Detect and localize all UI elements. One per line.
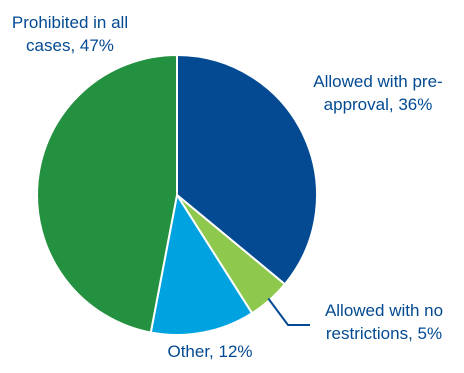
pie-slice-allowed-with-pre-approval <box>176 54 318 286</box>
slice-label-line: restrictions, 5% <box>326 324 442 343</box>
slice-label-line: Prohibited in all <box>12 13 128 32</box>
slice-label-line: Allowed with pre- <box>313 72 442 91</box>
slice-label-prohibited-in-all-cases: Prohibited in all cases, 47% <box>12 13 128 55</box>
slice-label-allowed-with-no-restrictions: Allowed with no restrictions, 5% <box>325 301 443 343</box>
pie-slices <box>36 54 318 336</box>
slice-label-other: Other, 12% <box>167 342 252 361</box>
slice-label-line: Other, 12% <box>167 342 252 361</box>
slice-label-allowed-with-pre-approval: Allowed with pre-approval, 36% <box>313 72 442 114</box>
leader-line-no-restrictions <box>267 297 310 326</box>
leader-lines <box>267 297 310 326</box>
slice-label-line: approval, 36% <box>324 95 433 114</box>
slice-label-line: cases, 47% <box>26 36 114 55</box>
pie-slice-other <box>149 194 254 336</box>
pie-slice-prohibited-in-all-cases <box>36 54 178 334</box>
slice-labels: Allowed with pre-approval, 36%Allowed wi… <box>12 13 443 361</box>
slice-label-line: Allowed with no <box>325 301 443 320</box>
